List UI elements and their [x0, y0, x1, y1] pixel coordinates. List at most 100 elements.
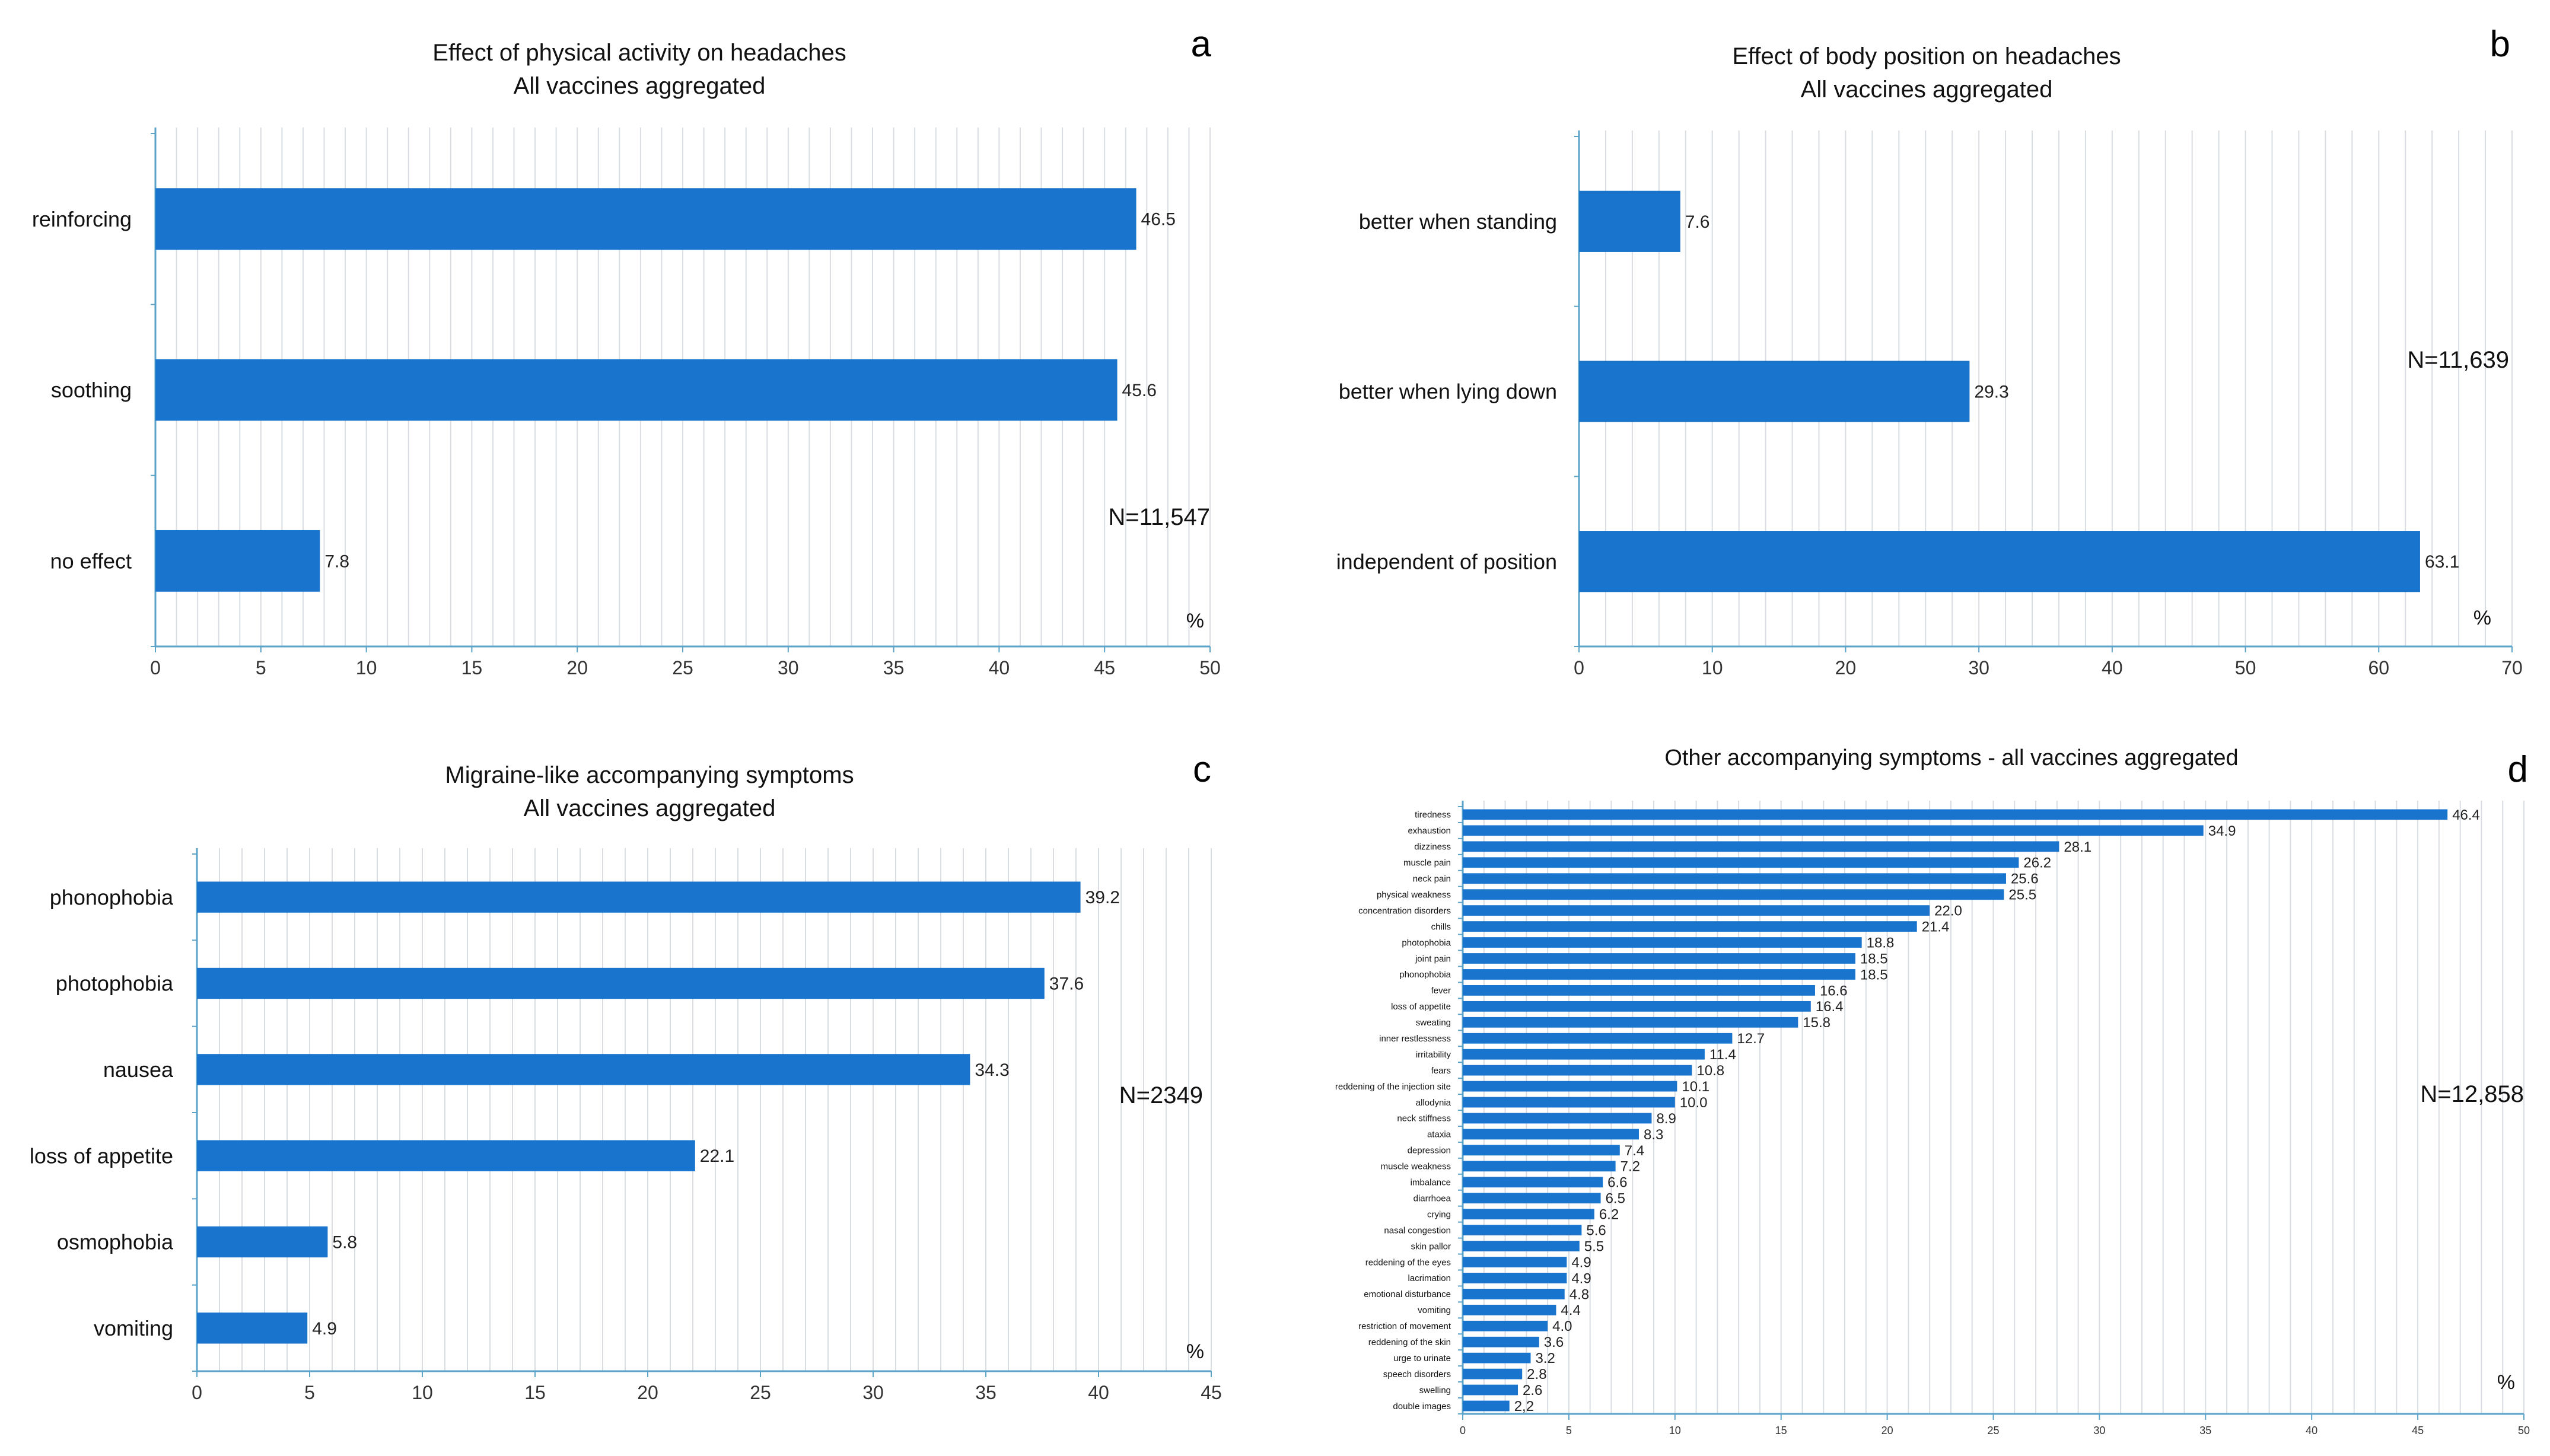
category-label: ataxia [1427, 1130, 1451, 1140]
data-label: 10.1 [1682, 1079, 1709, 1095]
bar [1463, 1336, 1539, 1347]
panel-letter: a [1191, 24, 1212, 65]
category-label: restriction of movement [1358, 1321, 1451, 1331]
category-label: muscle weakness [1381, 1162, 1451, 1172]
bar [155, 188, 1136, 250]
bar [1463, 1001, 1811, 1012]
data-label: 4.0 [1552, 1318, 1572, 1334]
data-label: 21.4 [1922, 919, 1950, 935]
category-label: skin pallor [1411, 1241, 1451, 1251]
category-label: vomiting [94, 1316, 173, 1340]
data-label: 4.9 [1571, 1270, 1591, 1286]
category-label: nasal congestion [1384, 1225, 1451, 1235]
sample-size-label: N=11,639 [2407, 347, 2509, 373]
category-label: inner restlessness [1379, 1034, 1451, 1044]
bar [1463, 841, 2059, 852]
data-label: 8.9 [1656, 1111, 1676, 1127]
data-label: 28.1 [2064, 839, 2091, 855]
x-tick-label: 15 [524, 1382, 546, 1403]
data-label: 8.3 [1644, 1127, 1663, 1143]
x-tick-label: 20 [637, 1382, 658, 1403]
data-label: 16.4 [1816, 999, 1844, 1015]
x-tick-label: 40 [1088, 1382, 1109, 1403]
category-label: depression [1408, 1146, 1451, 1156]
bar [1463, 1225, 1582, 1235]
data-label: 6.6 [1607, 1175, 1627, 1191]
x-tick-label: 10 [412, 1382, 433, 1403]
data-label: 45.6 [1122, 381, 1157, 400]
category-label: swelling [1419, 1385, 1451, 1396]
x-tick-label: 0 [192, 1382, 202, 1403]
bar [1463, 1209, 1594, 1220]
bar [1463, 873, 2006, 884]
x-tick-label: 40 [2102, 657, 2123, 678]
data-label: 3.2 [1535, 1350, 1555, 1366]
x-tick-label: 30 [2093, 1425, 2105, 1436]
bar [197, 1140, 695, 1171]
category-label: tiredness [1415, 810, 1451, 820]
category-label: reddening of the skin [1368, 1337, 1451, 1347]
x-tick-label: 25 [1987, 1425, 1999, 1436]
chart-panel-b: 0 10 20 30 40 50 60 70 better when standing 7.6 be… [1336, 24, 2523, 678]
data-label: 16.6 [1820, 983, 1848, 999]
sample-size-label: N=2349 [1119, 1082, 1203, 1108]
category-label: independent of position [1336, 549, 1557, 574]
chart-panel-c: 0 5 10 15 20 25 30 35 40 45 phonophobia 39.2 photoph… [30, 749, 1222, 1403]
x-tick-label: 50 [2518, 1425, 2530, 1436]
x-tick-label: 0 [1460, 1425, 1466, 1436]
data-label: 2.6 [1523, 1382, 1542, 1398]
category-label: nausea [103, 1057, 174, 1082]
bar [1463, 1161, 1616, 1172]
x-tick-label: 45 [2412, 1425, 2424, 1436]
category-label: reddening of the injection site [1335, 1082, 1451, 1092]
x-tick-label: 30 [1968, 657, 1989, 678]
category-label: neck stiffness [1397, 1114, 1451, 1124]
data-label: 5.5 [1584, 1238, 1604, 1254]
bar [1463, 1033, 1733, 1044]
chart-title: Other accompanying symptoms - all vaccin… [1664, 745, 2238, 770]
data-label: 4.9 [1571, 1254, 1591, 1270]
bar [1463, 1273, 1567, 1283]
data-label: 46.5 [1141, 210, 1176, 230]
bar [1579, 190, 1680, 252]
bar [1463, 937, 1862, 948]
chart-title: All vaccines aggregated [514, 73, 766, 99]
data-label: 4.9 [312, 1319, 337, 1339]
data-label: 10.0 [1680, 1095, 1708, 1111]
panel-letter: c [1193, 749, 1211, 790]
data-label: 3.6 [1544, 1334, 1564, 1350]
category-label: allodynia [1416, 1098, 1451, 1108]
chart-title: Effect of body position on headaches [1732, 43, 2121, 69]
data-label: 6.5 [1606, 1191, 1625, 1207]
x-tick-label: 0 [1574, 657, 1584, 678]
data-label: 11.4 [1709, 1047, 1736, 1063]
bar [1463, 953, 1855, 964]
data-label: 7.4 [1625, 1143, 1644, 1159]
x-tick-label: 35 [975, 1382, 997, 1403]
category-label: reinforcing [32, 207, 132, 231]
unit-label: % [1186, 1340, 1204, 1363]
chart-title: Migraine-like accompanying symptoms [445, 762, 854, 788]
bar [1463, 1193, 1601, 1204]
data-label: 37.6 [1049, 974, 1084, 994]
x-tick-label: 15 [1775, 1425, 1787, 1436]
category-label: fears [1431, 1066, 1451, 1076]
x-tick-label: 20 [1882, 1425, 1893, 1436]
data-label: 15.8 [1803, 1015, 1830, 1031]
x-tick-label: 70 [2501, 657, 2523, 678]
data-label: 34.9 [2208, 823, 2236, 839]
data-label: 2,2 [1514, 1398, 1534, 1414]
bar [197, 967, 1045, 999]
x-tick-label: 30 [778, 657, 799, 678]
category-label: phonophobia [1399, 970, 1451, 980]
category-label: sweating [1416, 1018, 1451, 1028]
category-label: loss of appetite [1391, 1002, 1451, 1012]
bar [1463, 1400, 1510, 1412]
bar [1463, 905, 1930, 916]
panel-letter: b [2490, 24, 2510, 65]
category-label: no effect [50, 549, 132, 573]
x-tick-label: 30 [862, 1382, 884, 1403]
x-tick-label: 35 [883, 657, 905, 678]
x-tick-label: 10 [356, 657, 377, 678]
category-label: muscle pain [1403, 858, 1451, 868]
